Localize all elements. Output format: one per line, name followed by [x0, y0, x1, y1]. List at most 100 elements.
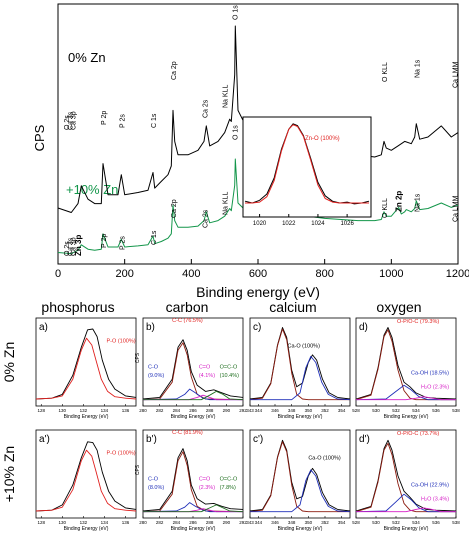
panel-peak-label: H₂O (2.3%): [421, 384, 449, 390]
column-title-calcium: calcium: [269, 299, 316, 315]
panel-aprime: 128 130 132 134 136 Binding Energy (eV) a') P-O…: [35, 429, 137, 532]
panel-frame: [35, 317, 137, 407]
survey-line-10zn: [57, 158, 459, 255]
panel-peak-label: H₂O (3.4%): [421, 496, 449, 502]
panel-line-1: [249, 328, 350, 401]
panel-tick-label: 343: [246, 520, 254, 525]
panel-tick-label: 282: [156, 520, 164, 525]
panel-tick-label: 128: [38, 408, 46, 413]
panel-tick-label: 134: [101, 520, 109, 525]
panel-line-4: [143, 390, 244, 401]
panel-line-2: [355, 493, 456, 513]
panel-tick-label: 532: [392, 408, 400, 413]
panel-dprime: 528 530 532 534 536 538 Binding Energy (eV) d')…: [352, 429, 460, 532]
peak-label-0zn: Ca 3p: [71, 111, 78, 130]
panel-cprime: 343 344 346 348 350 352 354 Binding Energy (eV)…: [246, 429, 351, 532]
panel-tick-label: 292: [239, 520, 247, 525]
peak-label-0zn: Na 1s: [414, 59, 421, 78]
panel-tick-label: 132: [80, 408, 88, 413]
peak-label-10zn: P 2s: [119, 236, 126, 250]
panel-tick-label: 354: [338, 520, 346, 525]
panel-tick-label: 284: [173, 408, 181, 413]
panel-line-0: [249, 439, 351, 512]
survey-line-0zn: [57, 25, 459, 213]
panel-xlabel: Binding Energy (eV): [384, 526, 429, 532]
panel-tick-label: 284: [173, 520, 181, 525]
peak-label-10zn: O 2s: [64, 241, 71, 256]
panel-tick-label: 130: [59, 408, 67, 413]
panel-tick-label: 134: [101, 408, 109, 413]
panel-tick-label: 344: [255, 520, 263, 525]
panel-tick-label: 128: [38, 520, 46, 525]
column-title-phosphorus: phosphorus: [41, 299, 114, 315]
peak-label-0zn: Na KLL: [223, 85, 230, 108]
panel-line-2: [142, 388, 243, 401]
peak-label-0zn: Ca 2s: [203, 99, 210, 118]
inset-tick-label: 1024: [311, 221, 325, 227]
peak-label-10zn: P 2p: [101, 234, 108, 248]
peak-label-10zn: Ca 3s: [67, 237, 74, 256]
panel-peak-label: Ca-OH (18.5%): [411, 371, 449, 377]
panel-line-2: [250, 355, 351, 401]
inset-lines: [244, 123, 370, 205]
panel-tick-label: 532: [392, 520, 400, 525]
panel-tick-label: 290: [223, 408, 231, 413]
panel-peak-label: C-C (76.5%): [172, 318, 203, 324]
panel-frame: [355, 429, 457, 519]
panel-tick-label: 136: [122, 520, 130, 525]
panel-tick-label: 292: [239, 408, 247, 413]
survey-tick-label: 400: [182, 268, 200, 280]
panel-xlabel: Binding Energy (eV): [171, 414, 216, 420]
survey-tick-label: 0: [55, 268, 61, 280]
panel-tick-label: 344: [255, 408, 263, 413]
panel-tick-label: 528: [352, 520, 360, 525]
panel-tick-label: 282: [156, 408, 164, 413]
panel-peak-label: (4.1%): [199, 373, 215, 379]
column-title-carbon: carbon: [166, 299, 209, 315]
panel-tick-label: 538: [452, 408, 460, 413]
series-label-10zn: +10% Zn: [66, 182, 118, 197]
panel-tick-label: 352: [321, 520, 329, 525]
panel-tick-label: 288: [206, 408, 214, 413]
survey-lines: [57, 25, 459, 255]
panel-b: 280 282 284 286 288 290 292 Binding Energy (eV)…: [135, 317, 247, 420]
inset-tick-label: 1022: [282, 221, 296, 227]
panel-tick-label: 528: [352, 408, 360, 413]
panel-peak-label: C-O: [148, 365, 159, 371]
survey-tick-label: 800: [315, 268, 333, 280]
panel-tag: b'): [146, 434, 157, 445]
peak-label-10zn: Ca 2p: [171, 199, 178, 218]
panel-line-1: [249, 441, 350, 513]
panel-xlabel: Binding Energy (eV): [64, 414, 109, 420]
panel-peak-label: C=O: [199, 365, 211, 371]
panel-peak-label: C-C (81.9%): [172, 430, 203, 436]
panel-a: 128 130 132 134 136 Binding Energy (eV) a) P-O …: [35, 317, 137, 420]
panel-ylabel: CPS: [135, 464, 141, 475]
panel-peak-label: O-P/O-C (73.7%): [397, 431, 439, 437]
panel-line-0: [249, 327, 351, 400]
panel-peak-label: O-P/O-C (79.3%): [397, 319, 439, 325]
panel-peak-label: (9.0%): [148, 373, 164, 379]
peak-label-10zn: O 1s: [233, 125, 240, 140]
row-title: +10% Zn: [1, 446, 17, 502]
panel-tick-label: 346: [271, 520, 279, 525]
panel-line-1: [35, 337, 137, 400]
panel-tag: d'): [359, 434, 370, 445]
peak-label-0zn: P 2s: [119, 114, 126, 128]
panel-xlabel: Binding Energy (eV): [171, 526, 216, 532]
panel-tick-label: 288: [206, 520, 214, 525]
row-title: 0% Zn: [1, 342, 17, 382]
peak-label-10zn: O KLL: [382, 198, 389, 218]
inset-tick-label: 1026: [340, 221, 354, 227]
panel-line-2: [142, 502, 243, 513]
inset-frame: [242, 116, 372, 218]
panel-tick-label: 346: [271, 408, 279, 413]
panel-peak-label: O=C-O: [220, 477, 238, 483]
peak-label-0zn: Ca LMM: [453, 61, 460, 88]
panel-line-2: [250, 469, 351, 513]
panel-xlabel: Binding Energy (eV): [278, 414, 323, 420]
panel-tag: c): [253, 322, 261, 333]
survey-x-ticks: 0 200 400 600 800 1000 1200: [55, 259, 469, 280]
inset-x-ticks: 1020 1022 1024 1026: [253, 214, 354, 227]
panel-tick-label: 352: [321, 408, 329, 413]
